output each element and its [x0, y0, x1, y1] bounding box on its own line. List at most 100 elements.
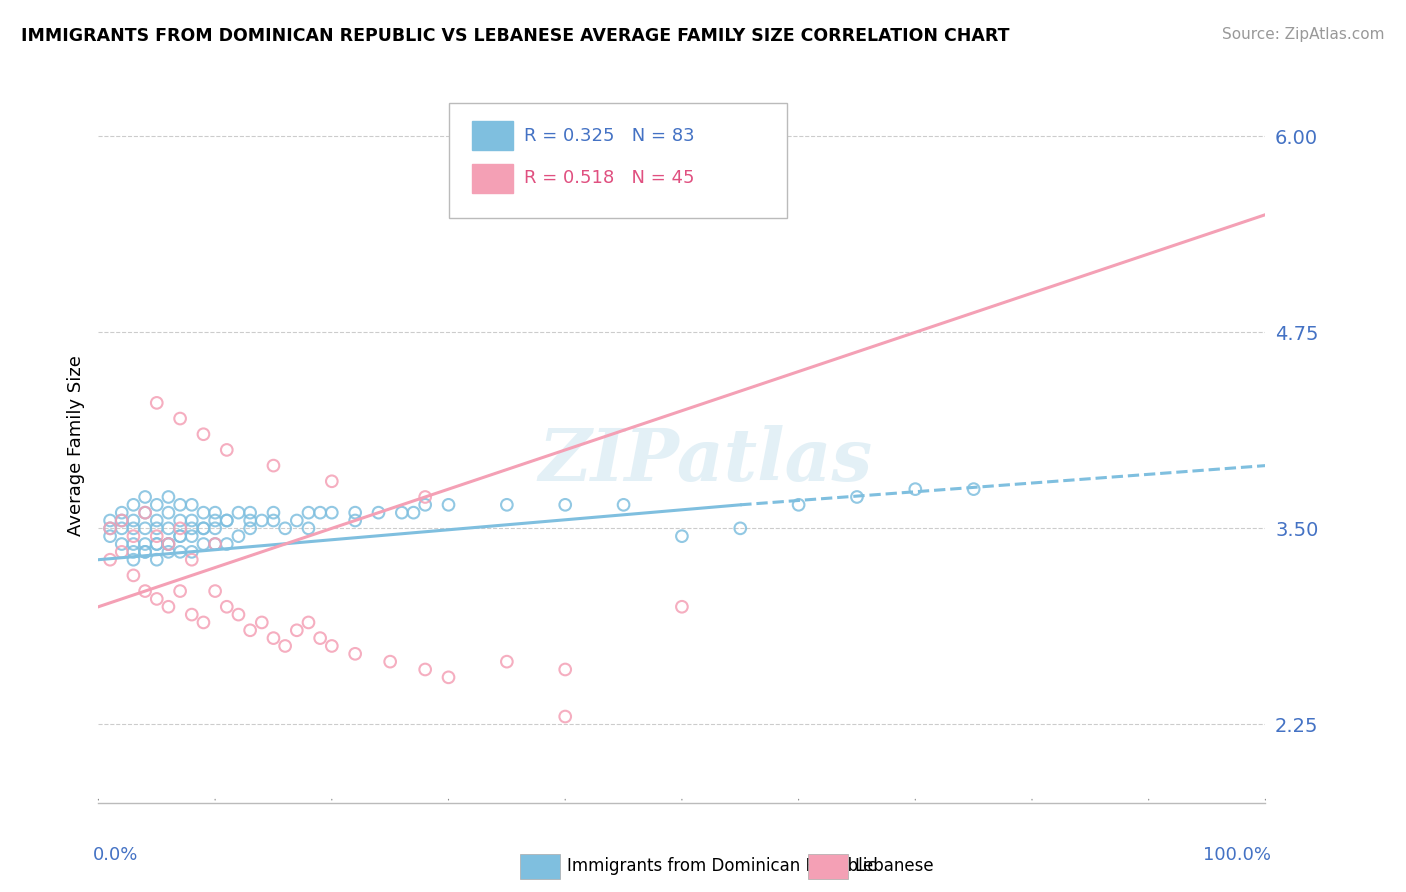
- Point: [122, 545, 145, 559]
- Point: [413, 498, 436, 512]
- Point: [157, 521, 180, 535]
- Point: [344, 647, 367, 661]
- Bar: [472, 121, 513, 150]
- Point: [193, 537, 215, 551]
- Point: [344, 506, 367, 520]
- Point: [169, 521, 191, 535]
- Point: [228, 607, 250, 622]
- FancyBboxPatch shape: [449, 103, 787, 218]
- Point: [193, 615, 215, 630]
- Text: R = 0.325   N = 83: R = 0.325 N = 83: [524, 127, 695, 145]
- Point: [321, 639, 343, 653]
- Point: [98, 514, 121, 528]
- Point: [413, 490, 436, 504]
- Point: [612, 498, 634, 512]
- Y-axis label: Average Family Size: Average Family Size: [66, 356, 84, 536]
- Point: [496, 498, 519, 512]
- Point: [437, 498, 460, 512]
- Point: [146, 591, 169, 606]
- Point: [250, 514, 273, 528]
- Point: [157, 537, 180, 551]
- Point: [496, 655, 519, 669]
- Point: [169, 529, 191, 543]
- Point: [98, 552, 121, 566]
- Bar: [472, 164, 513, 193]
- Point: [122, 529, 145, 543]
- Point: [146, 396, 169, 410]
- Point: [111, 545, 134, 559]
- Point: [730, 521, 752, 535]
- Point: [122, 537, 145, 551]
- Point: [554, 663, 576, 677]
- Point: [157, 537, 180, 551]
- Text: ZIPatlas: ZIPatlas: [538, 425, 872, 496]
- Text: Lebanese: Lebanese: [855, 857, 935, 875]
- Point: [146, 498, 169, 512]
- Point: [239, 506, 262, 520]
- Point: [180, 514, 202, 528]
- Point: [134, 490, 156, 504]
- Point: [146, 514, 169, 528]
- Point: [98, 521, 121, 535]
- Point: [157, 506, 180, 520]
- Point: [215, 442, 238, 457]
- Point: [134, 521, 156, 535]
- Point: [180, 545, 202, 559]
- Point: [134, 545, 156, 559]
- Point: [215, 514, 238, 528]
- Point: [962, 482, 984, 496]
- Point: [228, 529, 250, 543]
- Point: [413, 663, 436, 677]
- Point: [239, 514, 262, 528]
- Point: [169, 498, 191, 512]
- Point: [215, 514, 238, 528]
- Point: [204, 521, 226, 535]
- Point: [193, 521, 215, 535]
- Point: [180, 529, 202, 543]
- Point: [157, 545, 180, 559]
- Point: [204, 506, 226, 520]
- Point: [204, 537, 226, 551]
- Point: [321, 506, 343, 520]
- Point: [262, 506, 284, 520]
- Point: [204, 514, 226, 528]
- Point: [437, 670, 460, 684]
- Point: [169, 514, 191, 528]
- Point: [134, 545, 156, 559]
- Point: [169, 584, 191, 599]
- Point: [122, 498, 145, 512]
- Point: [134, 506, 156, 520]
- Point: [122, 514, 145, 528]
- Point: [180, 607, 202, 622]
- Point: [146, 537, 169, 551]
- Point: [111, 514, 134, 528]
- Point: [169, 529, 191, 543]
- Point: [380, 655, 402, 669]
- Text: Source: ZipAtlas.com: Source: ZipAtlas.com: [1222, 27, 1385, 42]
- Point: [180, 552, 202, 566]
- Point: [98, 529, 121, 543]
- Point: [122, 568, 145, 582]
- Point: [239, 521, 262, 535]
- Point: [239, 624, 262, 638]
- Point: [367, 506, 389, 520]
- Point: [262, 631, 284, 645]
- Point: [846, 490, 869, 504]
- Text: IMMIGRANTS FROM DOMINICAN REPUBLIC VS LEBANESE AVERAGE FAMILY SIZE CORRELATION C: IMMIGRANTS FROM DOMINICAN REPUBLIC VS LE…: [21, 27, 1010, 45]
- Point: [904, 482, 927, 496]
- Text: Immigrants from Dominican Republic: Immigrants from Dominican Republic: [567, 857, 876, 875]
- Point: [157, 537, 180, 551]
- Point: [157, 490, 180, 504]
- Point: [122, 521, 145, 535]
- Point: [402, 506, 425, 520]
- Point: [215, 599, 238, 614]
- Point: [134, 537, 156, 551]
- Point: [146, 529, 169, 543]
- Point: [204, 584, 226, 599]
- Point: [671, 529, 693, 543]
- Point: [671, 599, 693, 614]
- Point: [250, 615, 273, 630]
- Point: [157, 599, 180, 614]
- Point: [180, 521, 202, 535]
- Point: [262, 514, 284, 528]
